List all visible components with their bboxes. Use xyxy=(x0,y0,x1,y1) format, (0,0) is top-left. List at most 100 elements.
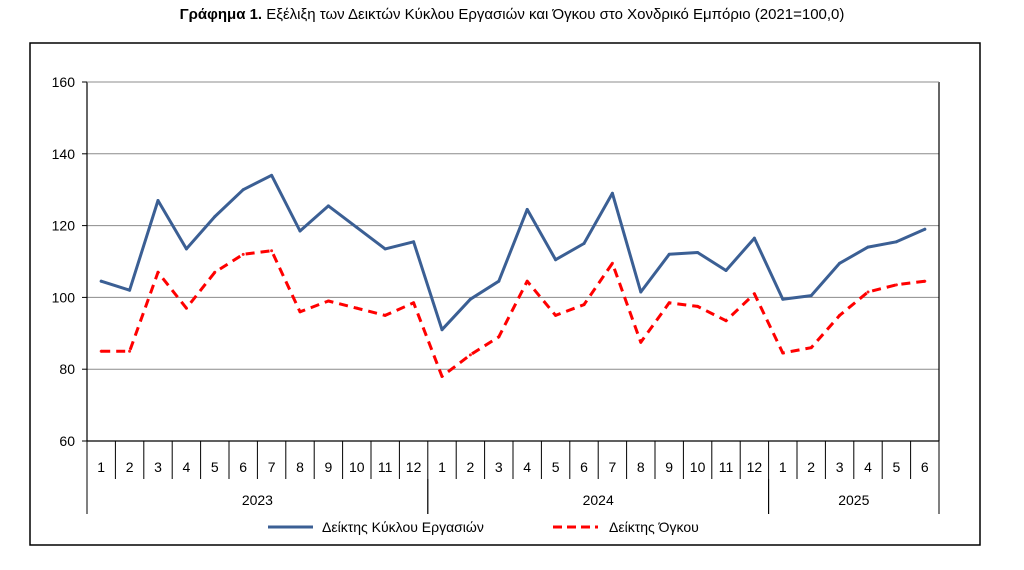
data-point xyxy=(383,313,387,317)
data-point xyxy=(412,240,416,244)
data-point xyxy=(213,270,217,274)
data-point xyxy=(128,288,132,292)
x-tick-label: 1 xyxy=(97,459,105,475)
data-point xyxy=(355,225,359,229)
data-point xyxy=(696,251,700,255)
data-point xyxy=(326,299,330,303)
chart-title-text: Εξέλιξη των Δεικτών Κύκλου Εργασιών και … xyxy=(262,6,845,23)
data-point xyxy=(355,306,359,310)
data-point xyxy=(781,351,785,355)
year-label: 2023 xyxy=(242,492,273,508)
data-point xyxy=(582,303,586,307)
x-tick-label: 4 xyxy=(864,459,872,475)
data-point xyxy=(156,270,160,274)
data-point xyxy=(241,252,245,256)
series-line-2 xyxy=(101,249,925,378)
series-lines xyxy=(99,173,927,378)
chart-title-bold: Γράφημα 1. xyxy=(179,6,263,23)
data-point xyxy=(639,290,643,294)
x-tick-label: 8 xyxy=(637,459,645,475)
data-point xyxy=(497,335,501,339)
data-point xyxy=(440,328,444,332)
x-tick-label: 10 xyxy=(690,459,706,475)
data-point xyxy=(298,310,302,314)
data-point xyxy=(298,229,302,233)
series-line-1 xyxy=(99,173,927,332)
data-point xyxy=(468,297,472,301)
x-tick-label: 12 xyxy=(747,459,763,475)
data-point xyxy=(184,306,188,310)
data-point xyxy=(554,258,558,262)
y-tick-label: 60 xyxy=(59,433,75,449)
data-point xyxy=(667,252,671,256)
x-tick-label: 1 xyxy=(779,459,787,475)
data-point xyxy=(610,261,614,265)
x-axis: 1 2 3 4 5 6 7 8 9 10 11 12 1 2 3 4 5 6 7 8 9 10 11 12 1 2 3 4 5 62023… xyxy=(86,441,940,514)
data-point xyxy=(213,215,217,219)
data-point xyxy=(724,319,728,323)
y-tick-label: 80 xyxy=(59,361,75,377)
y-tick-label: 160 xyxy=(52,74,76,90)
data-point xyxy=(838,261,842,265)
x-tick-label: 1 xyxy=(438,459,446,475)
data-point xyxy=(99,279,103,283)
y-tick-label: 140 xyxy=(52,146,76,162)
x-tick-label: 10 xyxy=(349,459,365,475)
x-tick-label: 2 xyxy=(807,459,815,475)
year-label: 2025 xyxy=(838,492,869,508)
x-tick-label: 11 xyxy=(378,459,393,475)
chart-title: Γράφημα 1. Εξέλιξη των Δεικτών Κύκλου Ερ… xyxy=(0,6,1024,23)
x-tick-label: 5 xyxy=(552,459,560,475)
y-tick-label: 100 xyxy=(52,289,76,305)
data-point xyxy=(696,304,700,308)
data-point xyxy=(99,349,103,353)
data-point xyxy=(525,279,529,283)
x-tick-label: 11 xyxy=(719,459,734,475)
x-tick-label: 6 xyxy=(239,459,247,475)
data-point xyxy=(582,242,586,246)
x-tick-label: 8 xyxy=(296,459,304,475)
x-tick-label: 5 xyxy=(893,459,901,475)
data-point xyxy=(781,297,785,301)
data-point xyxy=(468,353,472,357)
chart-frame xyxy=(29,42,981,546)
data-point xyxy=(923,279,927,283)
x-tick-label: 7 xyxy=(609,459,617,475)
data-point xyxy=(326,204,330,208)
x-tick-label: 5 xyxy=(211,459,219,475)
data-point xyxy=(270,173,274,177)
x-tick-label: 6 xyxy=(921,459,929,475)
data-point xyxy=(894,240,898,244)
data-point xyxy=(412,301,416,305)
data-point xyxy=(838,313,842,317)
x-tick-label: 2 xyxy=(467,459,475,475)
data-point xyxy=(440,374,444,378)
data-point xyxy=(270,249,274,253)
y-tick-label: 120 xyxy=(52,218,76,234)
x-tick-label: 3 xyxy=(495,459,503,475)
data-point xyxy=(184,247,188,251)
data-point xyxy=(667,301,671,305)
data-point xyxy=(894,283,898,287)
data-point xyxy=(866,245,870,249)
x-tick-label: 7 xyxy=(268,459,276,475)
x-tick-label: 12 xyxy=(406,459,422,475)
data-point xyxy=(610,191,614,195)
data-point xyxy=(497,279,501,283)
x-tick-label: 9 xyxy=(325,459,333,475)
x-tick-label: 4 xyxy=(523,459,531,475)
data-point xyxy=(866,290,870,294)
data-point xyxy=(752,292,756,296)
data-point xyxy=(923,227,927,231)
data-point xyxy=(383,247,387,251)
data-point xyxy=(639,340,643,344)
data-point xyxy=(128,349,132,353)
data-point xyxy=(809,294,813,298)
x-tick-label: 4 xyxy=(183,459,191,475)
year-label: 2024 xyxy=(583,492,614,508)
x-tick-label: 3 xyxy=(836,459,844,475)
legend-label-2: Δείκτης Όγκου xyxy=(609,519,699,535)
x-tick-label: 6 xyxy=(580,459,588,475)
legend-label-1: Δείκτης Κύκλου Εργασιών xyxy=(322,519,484,535)
